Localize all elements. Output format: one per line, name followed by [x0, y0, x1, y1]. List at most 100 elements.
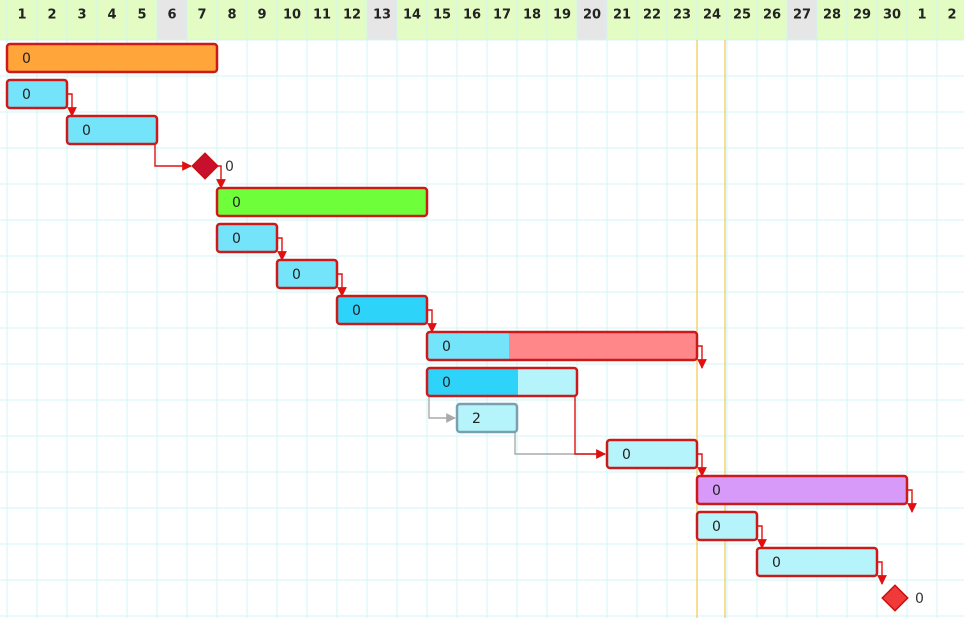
- task-bar: [337, 296, 427, 324]
- task: 0: [425, 366, 579, 398]
- day-label: 28: [823, 8, 841, 23]
- task-label: 0: [232, 195, 241, 211]
- day-label: 7: [197, 8, 206, 23]
- task-border: [455, 402, 519, 434]
- connector: [697, 453, 707, 477]
- day-label: 30: [883, 8, 901, 23]
- task-label: 0: [442, 375, 451, 391]
- task-bar: [277, 260, 337, 288]
- shaded-column: [157, 0, 187, 40]
- task-border: [335, 294, 429, 326]
- task-progress: [428, 369, 518, 395]
- task-bar: [697, 476, 907, 504]
- connector: [427, 309, 437, 333]
- task-border: [65, 114, 159, 146]
- day-label: 14: [403, 8, 421, 23]
- connector: [154, 143, 192, 171]
- task-bar: [7, 80, 67, 108]
- task-label: 0: [712, 483, 721, 499]
- day-label: 8: [227, 8, 236, 23]
- task-label: 0: [22, 87, 31, 103]
- day-label: 11: [313, 8, 331, 23]
- day-label: 21: [613, 8, 631, 23]
- day-label: 10: [283, 8, 301, 23]
- task: 0: [755, 546, 879, 578]
- connector: [277, 237, 287, 261]
- milestone-label: 0: [225, 159, 234, 175]
- task: 0: [605, 438, 699, 470]
- task-border: [425, 330, 699, 362]
- task-bar: [457, 404, 517, 432]
- connector: [574, 395, 606, 459]
- task-label: 0: [442, 339, 451, 355]
- day-label: 19: [553, 8, 571, 23]
- day-label: 9: [257, 8, 266, 23]
- day-label: 20: [583, 8, 601, 23]
- connector: [337, 273, 347, 297]
- task: 0: [695, 474, 909, 506]
- task-border: [695, 474, 909, 506]
- day-label: 2: [947, 8, 956, 23]
- day-label: 27: [793, 8, 811, 23]
- shaded-column: [787, 0, 817, 40]
- task: 2: [455, 402, 519, 434]
- task-bar: [607, 440, 697, 468]
- day-label: 29: [853, 8, 871, 23]
- day-label: 4: [107, 8, 116, 23]
- task-progress: [428, 333, 509, 359]
- shaded-column: [367, 0, 397, 40]
- day-label: 1: [917, 8, 926, 23]
- task-border: [215, 222, 279, 254]
- task: 0: [5, 42, 219, 74]
- task-label: 0: [352, 303, 361, 319]
- milestone: [881, 584, 909, 612]
- task-label: 0: [712, 519, 721, 535]
- task-border: [5, 78, 69, 110]
- milestone: [191, 152, 219, 180]
- connector: [877, 561, 887, 585]
- connector: [428, 396, 456, 423]
- task-border: [605, 438, 699, 470]
- day-label: 1: [17, 8, 26, 23]
- task-label: 0: [82, 123, 91, 139]
- task-label: 2: [472, 411, 481, 427]
- day-label: 2: [47, 8, 56, 23]
- task-border: [215, 186, 429, 218]
- task: 0: [215, 186, 429, 218]
- task-bar: [217, 188, 427, 216]
- day-label: 3: [77, 8, 86, 23]
- task-border: [425, 366, 579, 398]
- task-label: 0: [22, 51, 31, 67]
- connector: [907, 489, 917, 513]
- task: 0: [215, 222, 279, 254]
- task: 0: [65, 114, 159, 146]
- task: 0: [425, 330, 699, 362]
- day-label: 25: [733, 8, 751, 23]
- day-label: 17: [493, 8, 511, 23]
- task-bar: [697, 512, 757, 540]
- task: 0: [5, 78, 69, 110]
- task-bar: [67, 116, 157, 144]
- connector: [757, 525, 767, 549]
- day-label: 24: [703, 8, 721, 23]
- task-bar: [7, 44, 217, 72]
- task-label: 0: [772, 555, 781, 571]
- day-label: 26: [763, 8, 781, 23]
- task: 0: [695, 510, 759, 542]
- day-label: 5: [137, 8, 146, 23]
- day-label: 18: [523, 8, 541, 23]
- day-label: 12: [343, 8, 361, 23]
- connector: [697, 345, 707, 369]
- day-label: 22: [643, 8, 661, 23]
- shaded-column: [577, 0, 607, 40]
- day-label: 16: [463, 8, 481, 23]
- task-label: 0: [292, 267, 301, 283]
- task: 0: [275, 258, 339, 290]
- task: 0: [335, 294, 429, 326]
- day-label: 13: [373, 8, 391, 23]
- day-label: 23: [673, 8, 691, 23]
- task-bar: [757, 548, 877, 576]
